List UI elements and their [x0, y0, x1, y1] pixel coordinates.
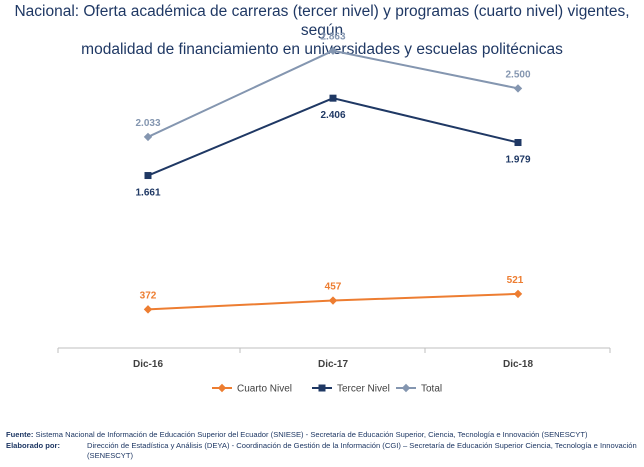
legend-label-tercer-nivel: Tercer Nivel — [337, 384, 390, 395]
x-tick-label-dic-16: Dic-16 — [133, 359, 163, 370]
elaborated-text: Dirección de Estadística y Análisis (DEY… — [87, 440, 637, 461]
point-cuarto-nivel-0 — [143, 305, 153, 314]
legend-label-cuarto-nivel: Cuarto Nivel — [237, 384, 292, 395]
point-tercer-nivel-0 — [144, 172, 152, 180]
line-chart: Dic-16 Dic-17 Dic-18 372 457 521 1.661 2.406 1.9… — [57, 32, 611, 395]
legend-label-total: Total — [421, 384, 442, 395]
data-label-total-1: 2.863 — [320, 32, 345, 43]
elaborated-line: Elaborado por: Dirección de Estadística … — [6, 441, 638, 462]
legend-marker-total — [401, 383, 411, 393]
point-total-2 — [513, 84, 523, 93]
x-tick-label-dic-18: Dic-18 — [503, 359, 533, 370]
data-label-tercer-nivel-2: 1.979 — [505, 155, 530, 166]
chart-title: Nacional: Oferta académica de carreras (… — [0, 2, 644, 59]
x-tick-label-dic-17: Dic-17 — [318, 359, 348, 370]
chart-title-line-1: Nacional: Oferta académica de carreras (… — [14, 3, 630, 39]
series-line-total — [147, 49, 519, 138]
legend-marker-tercer-nivel — [318, 384, 326, 392]
data-label-cuarto-nivel-2: 521 — [507, 275, 524, 286]
source-label: Fuente: — [6, 430, 34, 439]
data-label-tercer-nivel-1: 2.406 — [320, 110, 345, 121]
source-text: Sistema Nacional de Información de Educa… — [35, 430, 588, 439]
point-cuarto-nivel-1 — [328, 296, 338, 305]
point-total-1 — [328, 46, 338, 55]
chart-title-line-2: modalidad de financiamiento en universid… — [81, 41, 563, 58]
point-tercer-nivel-1 — [329, 94, 337, 102]
legend-marker-cuarto-nivel — [217, 383, 227, 393]
point-total-0 — [143, 132, 153, 142]
data-label-total-0: 2.033 — [135, 118, 160, 129]
point-cuarto-nivel-2 — [513, 289, 523, 299]
data-label-tercer-nivel-0: 1.661 — [135, 188, 160, 199]
data-label-cuarto-nivel-0: 372 — [140, 290, 157, 301]
data-label-total-2: 2.500 — [505, 69, 530, 80]
source-line: Fuente: Sistema Nacional de Información … — [6, 430, 638, 441]
data-label-cuarto-nivel-1: 457 — [325, 282, 342, 293]
point-tercer-nivel-2 — [514, 139, 522, 147]
elaborated-label: Elaborado por: — [6, 440, 61, 450]
source-notes: Fuente: Sistema Nacional de Información … — [6, 430, 638, 462]
